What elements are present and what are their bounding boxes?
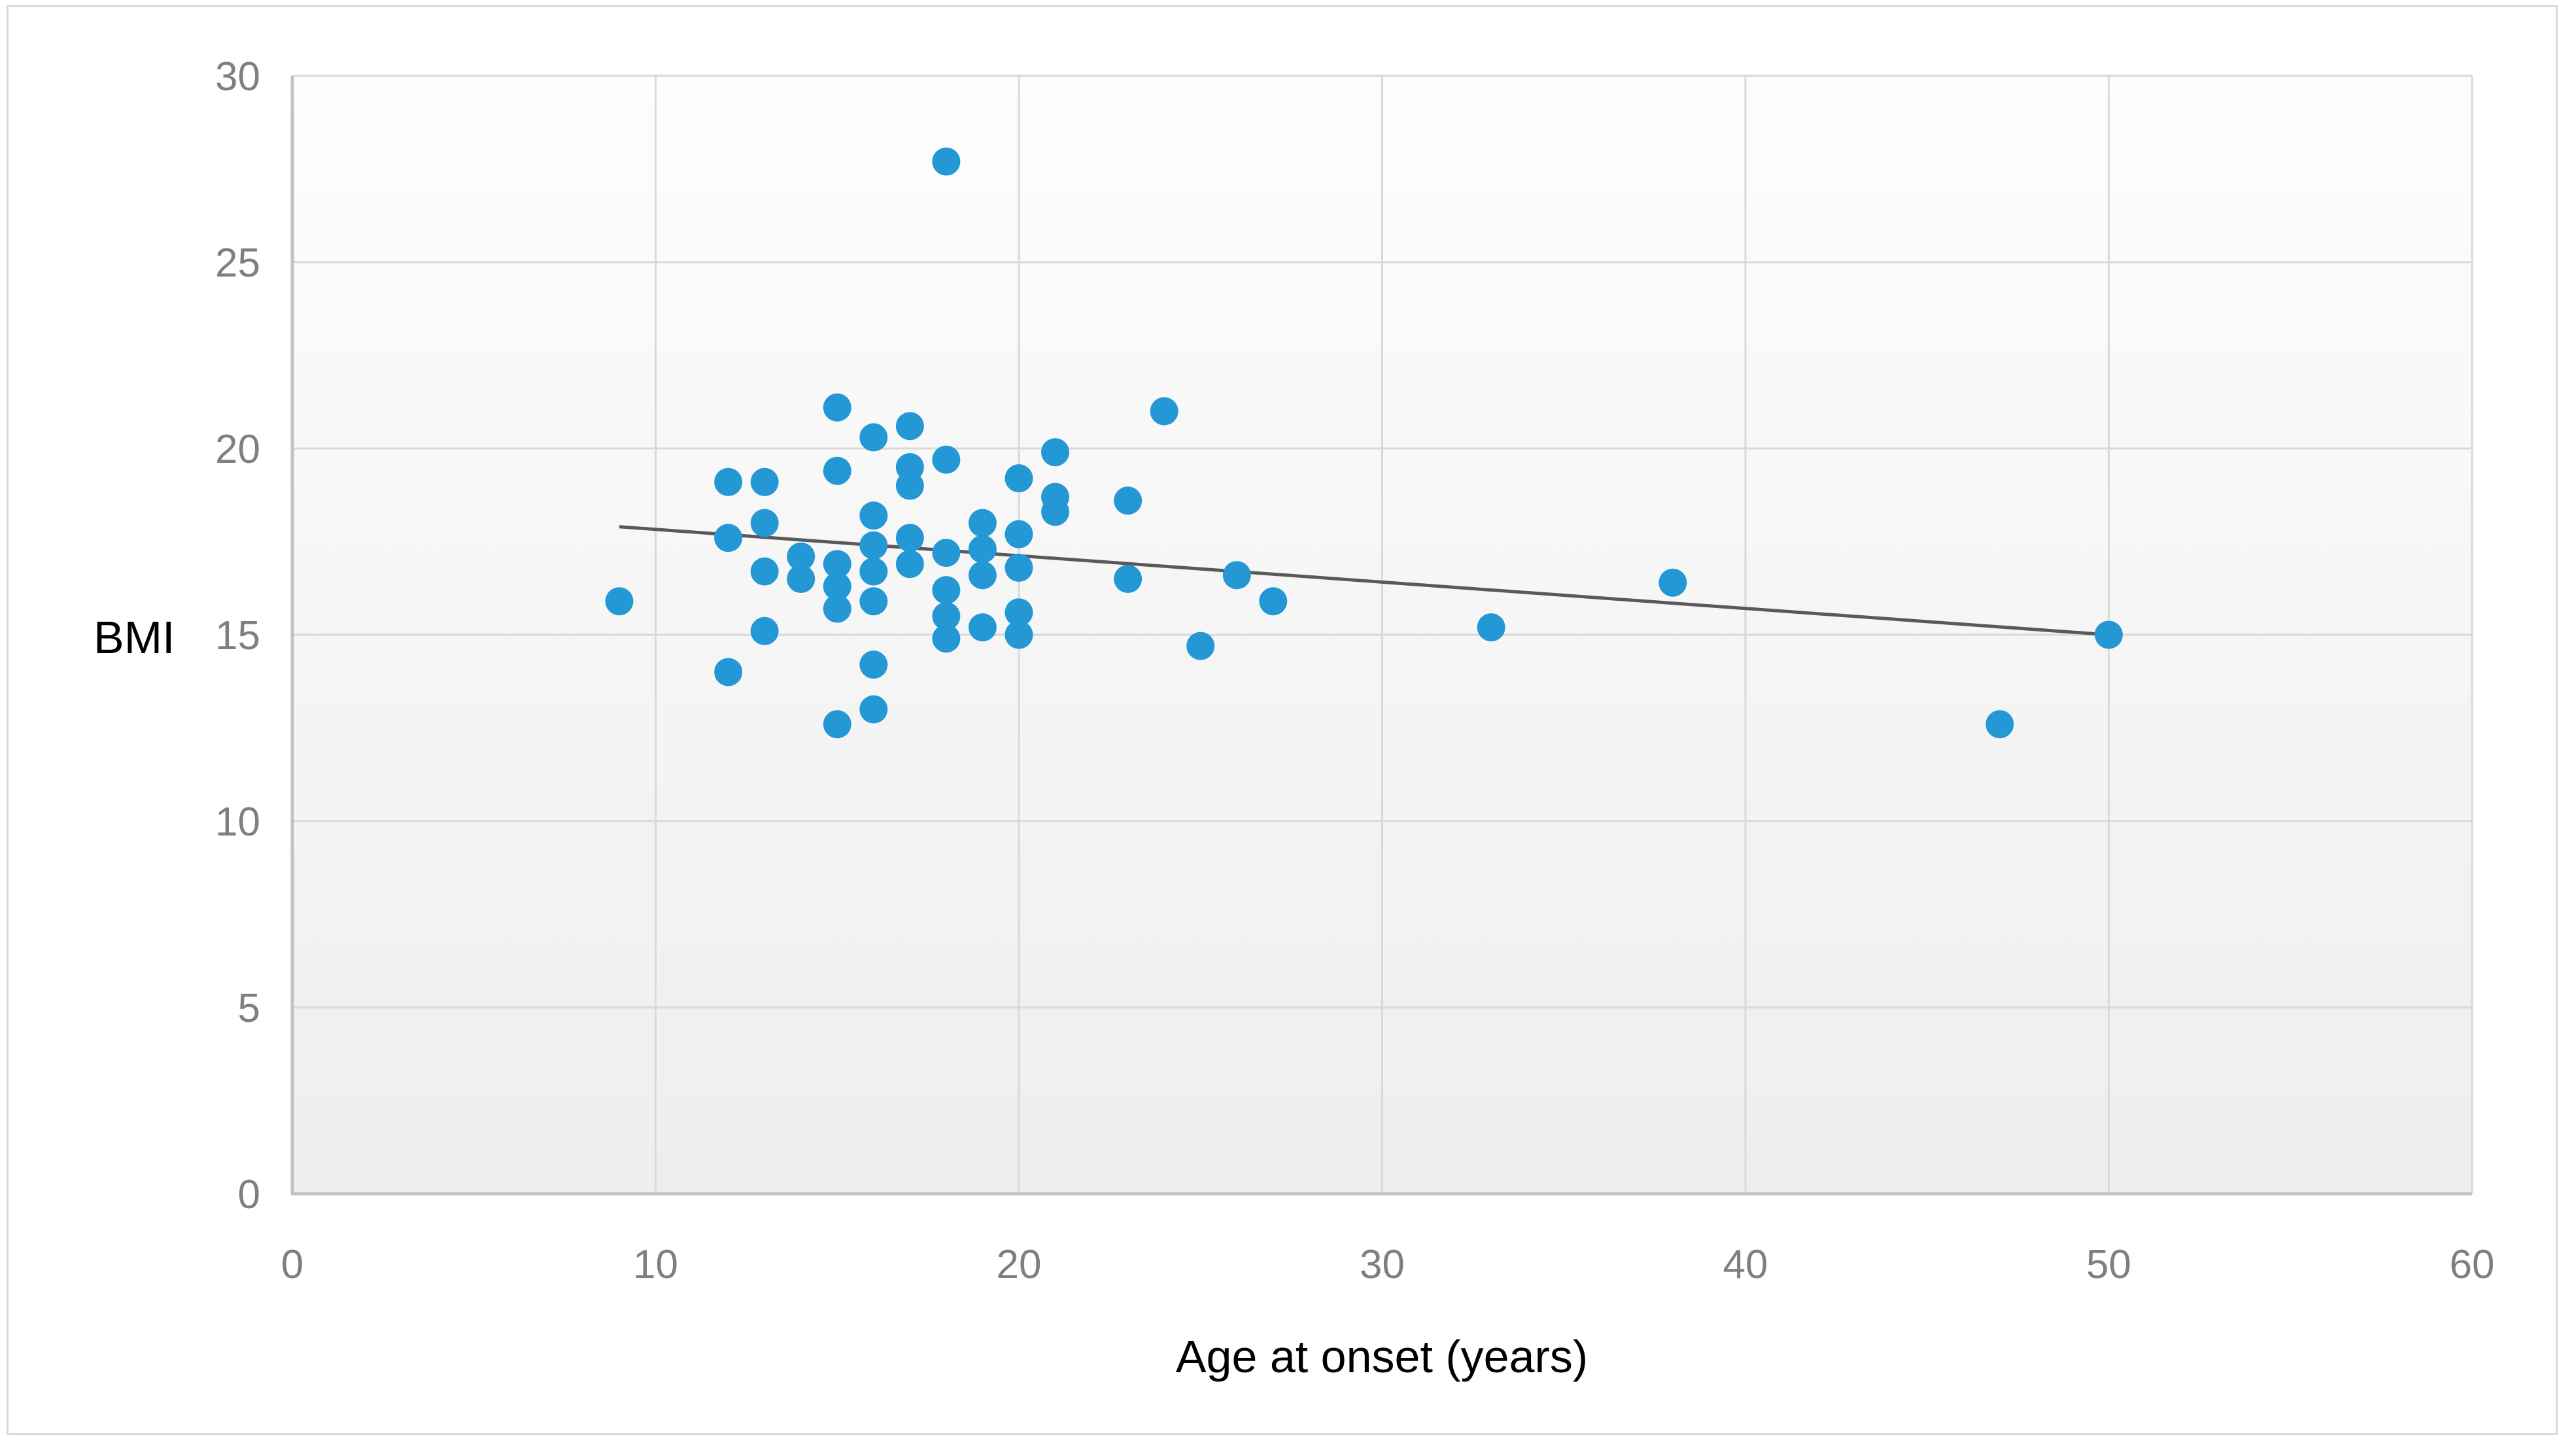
data-point — [1985, 710, 2014, 739]
data-point — [895, 412, 924, 441]
data-point — [932, 539, 961, 567]
data-point — [1041, 438, 1070, 467]
data-point — [968, 613, 997, 642]
data-point — [823, 456, 851, 485]
data-point — [1005, 598, 1033, 627]
data-point — [1114, 486, 1142, 515]
y-tick-label: 5 — [238, 986, 260, 1031]
data-point — [1186, 632, 1215, 660]
data-point — [859, 557, 888, 586]
data-point — [823, 572, 851, 601]
x-tick-label: 20 — [997, 1242, 1042, 1287]
x-tick-label: 60 — [2450, 1242, 2495, 1287]
data-point — [859, 423, 888, 452]
data-point — [859, 587, 888, 616]
data-point — [895, 524, 924, 552]
data-point — [787, 565, 816, 593]
data-point — [714, 658, 743, 686]
y-axis-title: BMI — [94, 612, 175, 663]
data-point — [750, 509, 779, 537]
data-point — [605, 587, 634, 616]
data-point — [968, 509, 997, 537]
x-tick-label: 30 — [1360, 1242, 1405, 1287]
data-point — [2095, 620, 2123, 649]
data-point — [1005, 520, 1033, 549]
y-tick-label: 0 — [238, 1172, 260, 1217]
y-tick-label: 30 — [215, 54, 260, 99]
x-tick-label: 0 — [281, 1242, 303, 1287]
data-point — [859, 501, 888, 530]
data-point — [932, 602, 961, 630]
y-tick-label: 20 — [215, 427, 260, 472]
data-point — [1005, 620, 1033, 649]
data-point — [859, 531, 888, 560]
data-point — [895, 550, 924, 579]
data-point — [968, 535, 997, 564]
data-point — [750, 616, 779, 645]
data-point — [859, 650, 888, 679]
x-tick-label: 10 — [633, 1242, 678, 1287]
data-point — [932, 445, 961, 474]
data-point — [932, 576, 961, 605]
x-tick-label: 50 — [2086, 1242, 2131, 1287]
data-point — [1005, 464, 1033, 493]
y-tick-label: 25 — [215, 241, 260, 286]
data-point — [895, 453, 924, 481]
data-point — [714, 524, 743, 552]
data-point — [1114, 565, 1142, 593]
y-tick-label: 15 — [215, 613, 260, 658]
data-point — [787, 542, 816, 571]
data-point — [968, 561, 997, 590]
data-point — [859, 695, 888, 724]
x-axis-title: Age at onset (years) — [1175, 1331, 1589, 1382]
data-point — [1259, 587, 1288, 616]
data-point — [1222, 561, 1251, 590]
y-tick-label: 10 — [215, 800, 260, 845]
data-point — [823, 710, 851, 739]
data-point — [1658, 568, 1687, 597]
data-point — [1477, 613, 1505, 642]
data-point — [823, 594, 851, 623]
data-point — [1041, 482, 1070, 511]
data-point — [932, 147, 961, 176]
x-tick-label: 40 — [1723, 1242, 1768, 1287]
data-point — [750, 557, 779, 586]
data-point — [823, 550, 851, 579]
data-point — [750, 467, 779, 496]
data-point — [714, 467, 743, 496]
data-point — [823, 393, 851, 422]
data-point — [1005, 553, 1033, 582]
data-point — [932, 624, 961, 653]
data-point — [1150, 397, 1178, 426]
